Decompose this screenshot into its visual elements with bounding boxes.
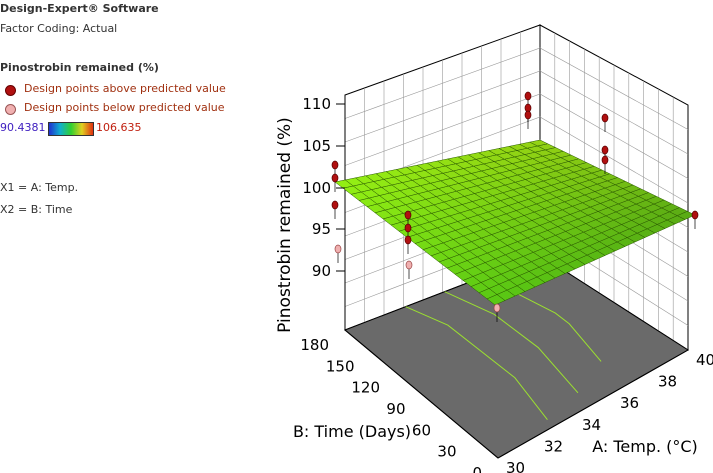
response-title: Pinostrobin remained (%) bbox=[0, 61, 159, 74]
a-tick-label: 32 bbox=[544, 437, 563, 455]
design-point bbox=[601, 155, 609, 165]
range-max: 106.635 bbox=[96, 121, 142, 134]
design-point bbox=[334, 244, 342, 254]
contour bbox=[444, 291, 579, 394]
wall-grid bbox=[344, 93, 689, 179]
design-point bbox=[404, 210, 412, 220]
z-tick-label: 95 bbox=[312, 220, 331, 238]
a-title: A: Temp. (°C) bbox=[592, 437, 698, 456]
b-tick-label: 0 bbox=[472, 464, 482, 473]
design-point bbox=[601, 145, 609, 155]
legend-below: Design points below predicted value bbox=[24, 101, 225, 114]
contour bbox=[405, 306, 548, 421]
below-marker bbox=[5, 104, 16, 115]
design-point bbox=[331, 173, 339, 183]
color-bar bbox=[48, 122, 94, 136]
a-tick-label: 34 bbox=[582, 416, 601, 434]
surface-cell bbox=[528, 139, 549, 147]
b-title: B: Time (Days) bbox=[293, 422, 411, 441]
wall-grid bbox=[344, 116, 689, 204]
design-point bbox=[404, 235, 412, 245]
b-tick-label: 30 bbox=[437, 443, 456, 461]
contour bbox=[483, 276, 602, 362]
a-tick-label: 40 bbox=[696, 351, 713, 369]
design-point bbox=[331, 200, 339, 210]
factor-b: X2 = B: Time bbox=[0, 203, 73, 216]
b-tick-label: 60 bbox=[412, 421, 431, 439]
b-tick-label: 180 bbox=[300, 336, 329, 354]
design-point bbox=[691, 210, 699, 220]
above-marker bbox=[5, 85, 16, 96]
z-tick-label: 105 bbox=[302, 137, 331, 155]
a-tick-label: 36 bbox=[620, 394, 639, 412]
design-point bbox=[601, 113, 609, 123]
legend-above: Design points above predicted value bbox=[24, 82, 226, 95]
z-tick-label: 90 bbox=[312, 262, 331, 280]
a-tick-label: 38 bbox=[658, 373, 677, 391]
wall-grid bbox=[344, 70, 689, 155]
design-point bbox=[405, 260, 413, 270]
wall-grid bbox=[344, 47, 689, 130]
z-title: Pinostrobin remained (%) bbox=[275, 117, 295, 333]
design-point bbox=[524, 91, 532, 101]
b-tick-label: 90 bbox=[386, 400, 405, 418]
factor-a: X1 = A: Temp. bbox=[0, 181, 79, 194]
z-tick-label: 110 bbox=[302, 95, 331, 113]
b-tick-label: 150 bbox=[326, 357, 355, 375]
design-point bbox=[524, 110, 532, 120]
b-tick-label: 120 bbox=[351, 379, 380, 397]
design-point bbox=[331, 160, 339, 170]
design-point bbox=[404, 223, 412, 233]
software-title: Design-Expert® Software bbox=[0, 2, 159, 15]
a-tick-label: 30 bbox=[506, 459, 525, 473]
z-tick-label: 100 bbox=[302, 179, 331, 197]
range-min: 90.4381 bbox=[0, 121, 46, 134]
design-point bbox=[493, 303, 501, 313]
coding: Factor Coding: Actual bbox=[0, 22, 118, 35]
b-axis bbox=[344, 329, 499, 459]
a-axis bbox=[497, 349, 689, 459]
